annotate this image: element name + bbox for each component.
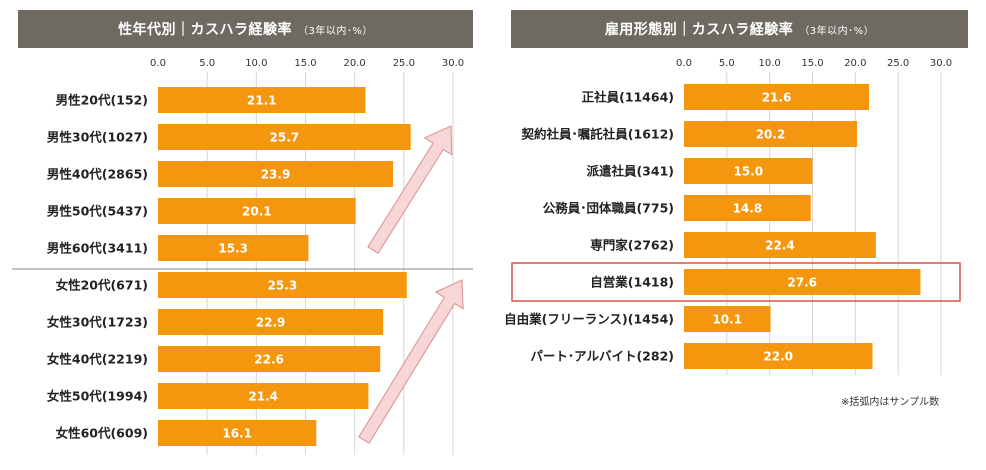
chart-panel-by-gender-age: 性年代別｜カスハラ経験率 （3年以内･%） 0.0 5.0 10.0 15.0 20.0… — [12, 0, 473, 470]
data-label: 22.0 — [763, 350, 793, 364]
chart-subtitle: （3年以内･%） — [799, 25, 875, 37]
bar-chart-gender-age: 0.0 5.0 10.0 15.0 20.0 25.0 30.0 男性20代(152) 21.1… — [12, 58, 473, 455]
data-label: 14.8 — [733, 202, 763, 216]
category-label: 自由業(フリーランス)(1454) — [504, 312, 674, 327]
data-label: 25.7 — [270, 131, 300, 145]
data-label: 21.6 — [762, 91, 792, 105]
data-label: 22.9 — [256, 316, 286, 330]
chart-header: 性年代別｜カスハラ経験率 （3年以内･%） — [18, 10, 473, 48]
data-label: 15.0 — [733, 165, 763, 179]
category-label: 公務員･団体職員(775) — [543, 201, 674, 216]
x-tick-label: 10.0 — [245, 58, 267, 69]
x-tick-label: 5.0 — [719, 58, 735, 69]
bar — [158, 235, 309, 261]
data-label: 25.3 — [268, 279, 298, 293]
x-tick-label: 25.0 — [887, 58, 909, 69]
bar — [684, 269, 921, 295]
category-label: 男性20代(152) — [56, 93, 148, 108]
data-label: 20.2 — [756, 128, 786, 142]
category-label: 女性60代(609) — [56, 426, 148, 441]
bar — [158, 383, 369, 409]
x-tick-label: 5.0 — [199, 58, 215, 69]
bar — [158, 272, 407, 298]
bar — [684, 343, 873, 369]
chart-panel-by-employment: 雇用形態別｜カスハラ経験率 （3年以内･%） 0.0 5.0 10.0 15.0 20.… — [504, 0, 968, 470]
data-label: 21.4 — [248, 390, 278, 404]
chart-subtitle: （3年以内･%） — [298, 25, 373, 37]
category-label: 男性30代(1027) — [47, 130, 148, 145]
category-label: 女性50代(1994) — [47, 389, 148, 404]
sample-size-note: ※括弧内はサンプル数 — [841, 397, 940, 408]
data-label: 15.3 — [218, 242, 248, 256]
x-tick-label: 10.0 — [759, 58, 781, 69]
category-label: 派遣社員(341) — [586, 164, 674, 179]
category-label: 自営業(1418) — [590, 275, 674, 290]
trend-arrow-icon — [358, 279, 464, 444]
highlight-box — [511, 262, 961, 302]
data-label: 22.4 — [765, 239, 795, 253]
chart-header: 雇用形態別｜カスハラ経験率 （3年以内･%） — [511, 10, 968, 48]
bar — [684, 158, 813, 184]
bar — [158, 346, 381, 372]
x-tick-label: 0.0 — [150, 58, 166, 69]
chart-title: 性年代別｜カスハラ経験率 — [118, 22, 293, 38]
category-label: 女性30代(1723) — [47, 315, 148, 330]
category-label: 契約社員･嘱託社員(1612) — [521, 127, 674, 142]
data-label: 16.1 — [222, 427, 252, 441]
trend-arrow-icon — [367, 125, 453, 254]
data-label: 23.9 — [261, 168, 291, 182]
bar — [158, 309, 384, 335]
x-tick-label: 30.0 — [930, 58, 952, 69]
category-label: パート･アルバイト(282) — [530, 349, 674, 364]
x-tick-label: 25.0 — [393, 58, 415, 69]
bar — [684, 121, 858, 147]
bar — [684, 306, 771, 332]
bar — [684, 84, 870, 110]
bar — [684, 195, 811, 221]
bar — [158, 198, 356, 224]
bar — [158, 161, 394, 187]
x-tick-label: 20.0 — [344, 58, 366, 69]
category-label: 女性40代(2219) — [47, 352, 148, 367]
data-label: 20.1 — [242, 205, 272, 219]
category-label: 専門家(2762) — [590, 238, 674, 253]
bar-chart-employment: 0.0 5.0 10.0 15.0 20.0 25.0 30.0 正社員(11464) 21.6… — [504, 58, 961, 375]
x-tick-label: 30.0 — [442, 58, 464, 69]
category-label: 女性20代(671) — [56, 278, 148, 293]
chart-title: 雇用形態別｜カスハラ経験率 — [604, 22, 794, 38]
bar — [158, 87, 366, 113]
category-label: 男性60代(3411) — [47, 241, 148, 256]
category-label: 正社員(11464) — [582, 90, 674, 105]
bar — [158, 124, 411, 150]
x-tick-label: 0.0 — [676, 58, 692, 69]
bar — [158, 420, 317, 446]
x-tick-label: 15.0 — [801, 58, 823, 69]
data-label: 10.1 — [712, 313, 742, 327]
data-label: 22.6 — [254, 353, 284, 367]
data-label: 27.6 — [787, 276, 817, 290]
x-tick-label: 20.0 — [844, 58, 866, 69]
data-label: 21.1 — [247, 94, 277, 108]
category-label: 男性50代(5437) — [47, 204, 148, 219]
x-tick-label: 15.0 — [294, 58, 316, 69]
category-label: 男性40代(2865) — [47, 167, 148, 182]
bar — [684, 232, 876, 258]
